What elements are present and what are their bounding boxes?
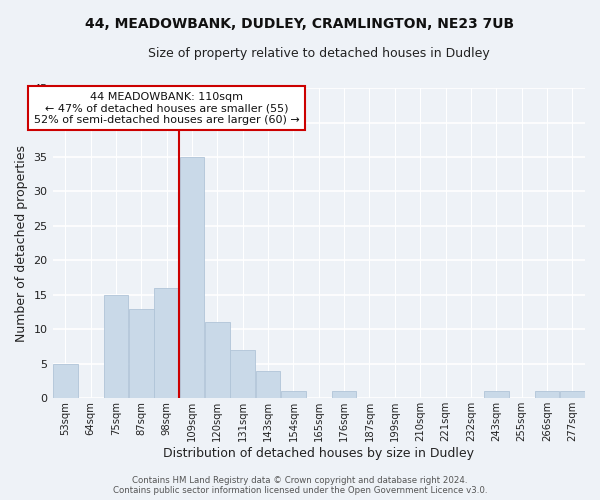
Bar — [154, 288, 179, 399]
Text: 44, MEADOWBANK, DUDLEY, CRAMLINGTON, NE23 7UB: 44, MEADOWBANK, DUDLEY, CRAMLINGTON, NE2… — [85, 18, 515, 32]
Bar — [179, 157, 204, 398]
Bar — [53, 364, 77, 398]
Bar — [230, 350, 255, 399]
Text: Contains HM Land Registry data © Crown copyright and database right 2024.: Contains HM Land Registry data © Crown c… — [132, 476, 468, 485]
Bar — [484, 392, 509, 398]
Title: Size of property relative to detached houses in Dudley: Size of property relative to detached ho… — [148, 48, 490, 60]
Bar — [281, 392, 306, 398]
Bar — [104, 295, 128, 399]
Bar — [256, 370, 280, 398]
Bar — [205, 322, 230, 398]
Bar — [129, 308, 154, 398]
Bar — [560, 392, 584, 398]
Bar — [535, 392, 559, 398]
X-axis label: Distribution of detached houses by size in Dudley: Distribution of detached houses by size … — [163, 447, 474, 460]
Bar — [332, 392, 356, 398]
Y-axis label: Number of detached properties: Number of detached properties — [15, 144, 28, 342]
Text: Contains public sector information licensed under the Open Government Licence v3: Contains public sector information licen… — [113, 486, 487, 495]
Text: 44 MEADOWBANK: 110sqm
← 47% of detached houses are smaller (55)
52% of semi-deta: 44 MEADOWBANK: 110sqm ← 47% of detached … — [34, 92, 299, 124]
